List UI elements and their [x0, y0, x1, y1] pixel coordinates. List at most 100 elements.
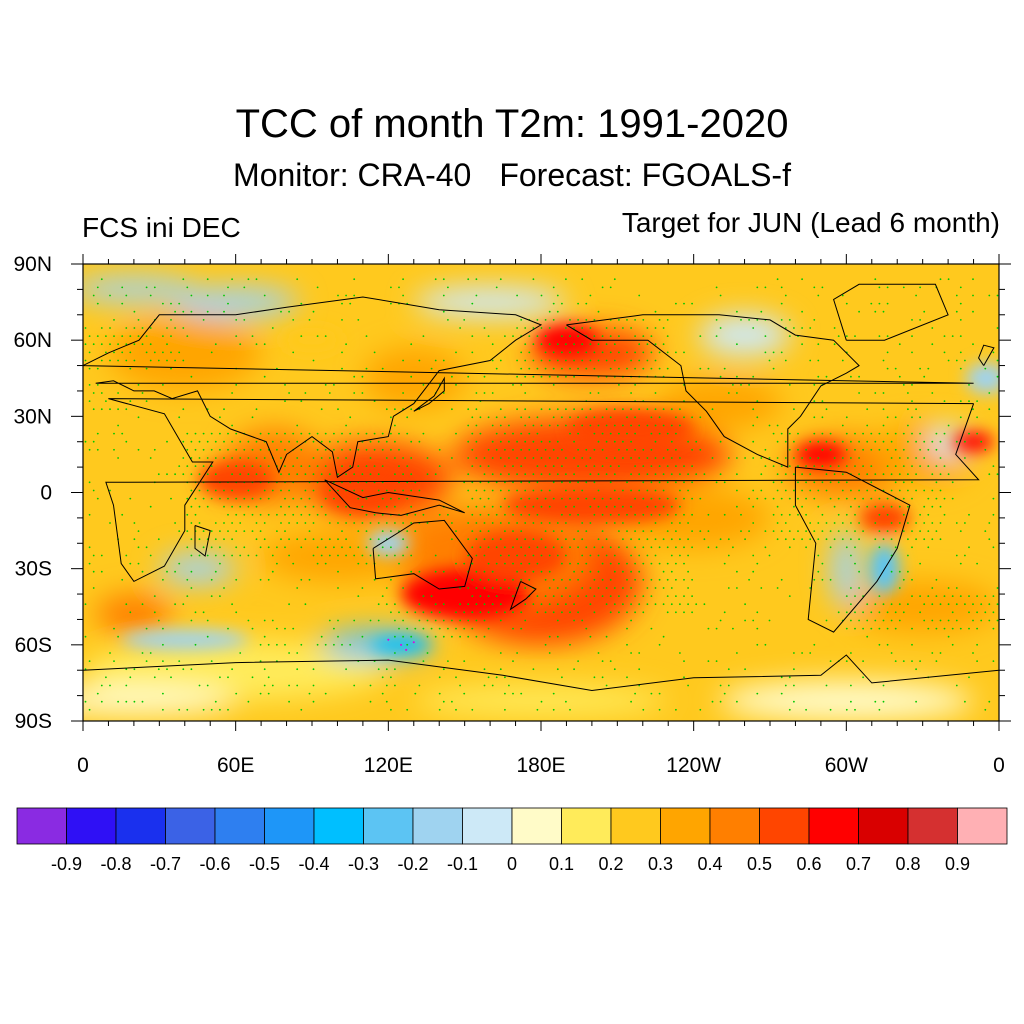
- significance-dot: [312, 668, 315, 671]
- significance-dot: [117, 359, 119, 362]
- significance-dot: [907, 489, 909, 492]
- significance-dot: [650, 335, 653, 337]
- significance-dot: [658, 416, 661, 419]
- significance-dot: [593, 676, 596, 679]
- significance-dot: [495, 611, 498, 614]
- significance-dot: [357, 319, 360, 321]
- significance-dot: [206, 310, 209, 313]
- significance-dot: [373, 448, 376, 451]
- significance-dot: [736, 652, 738, 654]
- significance-dot: [927, 595, 930, 597]
- significance-dot: [255, 473, 258, 476]
- significance-dot: [650, 465, 653, 467]
- significance-dot: [915, 489, 917, 492]
- significance-dot: [381, 676, 384, 679]
- significance-dot: [524, 359, 527, 362]
- significance-dot: [544, 335, 547, 337]
- significance-dot: [597, 392, 600, 394]
- tcc-detail: [281, 327, 343, 353]
- significance-dot: [972, 603, 974, 606]
- significance-dot: [618, 351, 620, 354]
- significance-dot: [670, 522, 673, 524]
- significance-dot: [850, 375, 852, 378]
- significance-dot: [548, 522, 551, 524]
- significance-dot: [911, 546, 913, 549]
- significance-dot: [463, 562, 466, 565]
- significance-dot: [552, 351, 555, 354]
- significance-dot: [618, 595, 620, 597]
- significance-dot: [133, 343, 136, 346]
- japan-coast: [413, 376, 445, 412]
- significance-dot: [129, 497, 132, 500]
- significance-dot: [784, 457, 787, 459]
- significance-dot: [219, 708, 221, 711]
- significance-dot: [947, 587, 950, 589]
- significance-dot: [797, 497, 799, 500]
- significance-dot: [675, 578, 677, 581]
- significance-dot: [829, 546, 832, 549]
- significance-dot: [907, 408, 909, 411]
- significance-dot: [556, 310, 559, 313]
- significance-dot: [780, 465, 783, 467]
- significance-dot: [113, 335, 115, 337]
- significance-dot: [451, 522, 453, 524]
- significance-dot: [662, 343, 665, 346]
- significance-dot: [923, 310, 926, 313]
- significance-dot: [385, 457, 388, 459]
- significance-dot: [634, 546, 636, 549]
- significance-dot: [434, 554, 437, 557]
- significance-dot: [593, 319, 596, 321]
- significance-dot: [109, 489, 111, 492]
- significance-dot: [870, 432, 873, 435]
- significance-dot: [927, 465, 930, 467]
- significance-dot: [174, 310, 177, 313]
- significance-dot: [88, 708, 91, 711]
- significance-dot: [593, 578, 596, 581]
- significance-dot: [540, 603, 543, 606]
- significance-dot: [589, 587, 592, 589]
- significance-dot: [613, 343, 616, 346]
- significance-dot: [345, 457, 347, 459]
- significance-dot: [512, 611, 514, 614]
- significance-dot: [92, 489, 95, 492]
- significance-dot: [198, 522, 201, 524]
- significance-dot: [471, 595, 474, 597]
- significance-dot: [296, 424, 299, 427]
- significance-dot: [255, 505, 258, 508]
- significance-dot: [186, 335, 189, 337]
- significance-dot: [512, 384, 514, 386]
- significance-dot: [170, 319, 172, 321]
- significance-dot: [886, 627, 889, 630]
- significance-dot: [398, 448, 400, 451]
- significance-dot: [166, 440, 168, 443]
- significance-dot: [776, 473, 779, 476]
- significance-dot: [837, 497, 840, 500]
- significance-dot: [939, 473, 942, 476]
- significance-dot: [194, 497, 197, 500]
- significance-dot: [251, 627, 254, 630]
- significance-dot: [381, 432, 384, 435]
- significance-dot: [426, 522, 429, 524]
- significance-dot: [479, 497, 482, 500]
- significance-dot: [438, 676, 441, 679]
- significance-dot: [601, 465, 604, 467]
- significance-dot: [675, 351, 677, 354]
- significance-dot: [817, 538, 820, 541]
- significance-dot: [886, 351, 889, 354]
- significance-dot: [385, 700, 388, 703]
- significance-dot: [475, 392, 478, 394]
- significance-dot: [247, 700, 250, 703]
- significance-dot: [524, 505, 527, 508]
- significance-dot: [552, 708, 555, 711]
- significance-dot: [964, 554, 966, 557]
- tcc-detail: [464, 530, 567, 582]
- significance-dot: [349, 432, 352, 435]
- significance-dot: [854, 465, 856, 467]
- significance-dot: [854, 513, 856, 516]
- significance-dot: [976, 416, 978, 419]
- significance-dot: [968, 384, 970, 386]
- significance-dot: [479, 611, 482, 614]
- tcc-detail: [502, 484, 681, 526]
- significance-dot: [113, 432, 115, 435]
- significance-dot: [459, 684, 461, 687]
